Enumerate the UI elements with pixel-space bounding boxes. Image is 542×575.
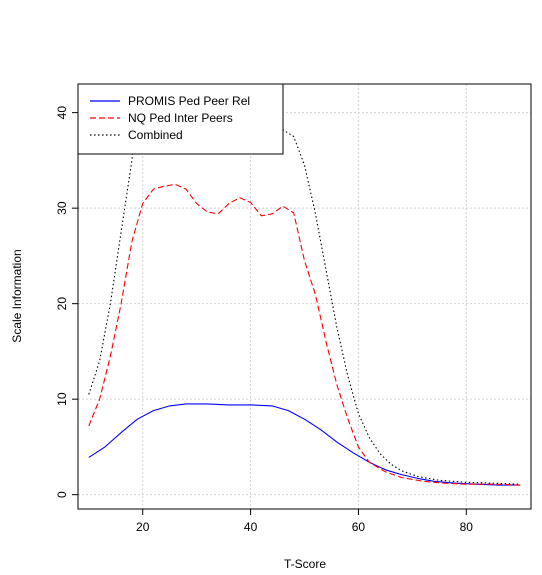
series-line-3 xyxy=(88,84,521,485)
y-axis-label: Scale Information xyxy=(10,249,24,342)
y-tick-label: 10 xyxy=(55,392,69,406)
series-line-1 xyxy=(88,403,521,486)
y-tick-label: 0 xyxy=(55,491,69,498)
x-axis: 20 40 60 80 xyxy=(136,509,473,534)
x-tick-label: 40 xyxy=(244,520,258,534)
y-tick-label: 30 xyxy=(55,201,69,215)
y-axis: 0 10 20 30 40 xyxy=(55,106,78,498)
y-tick-label: 40 xyxy=(55,106,69,120)
plot-frame xyxy=(77,83,532,510)
x-tick-label: 60 xyxy=(352,520,366,534)
x-axis-label: T-Score xyxy=(284,557,326,571)
legend-label-3: Combined xyxy=(128,128,183,142)
x-tick-label: 80 xyxy=(460,520,474,534)
grid-lines xyxy=(78,84,531,509)
legend-box xyxy=(77,83,284,155)
legend-label-2: NQ Ped Inter Peers xyxy=(128,111,233,125)
legend: PROMIS Ped Peer Rel NQ Ped Inter Peers Com… xyxy=(77,83,284,155)
legend-label-1: PROMIS Ped Peer Rel xyxy=(128,94,250,108)
series-lines xyxy=(88,84,521,486)
x-tick-label: 20 xyxy=(136,520,150,534)
series-line-2 xyxy=(88,183,521,486)
y-tick-label: 20 xyxy=(55,297,69,311)
